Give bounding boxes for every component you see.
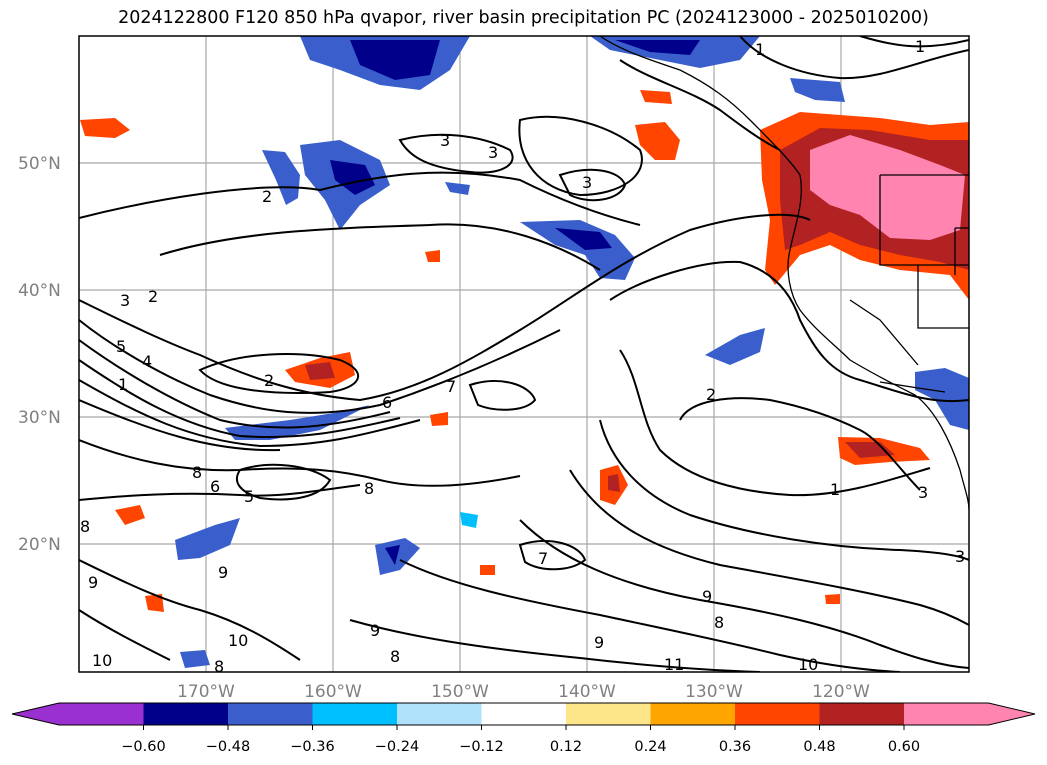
lat-label-20n: 20°N — [18, 535, 61, 555]
colorbar-outline — [11, 702, 1036, 726]
contour-label: 1 — [118, 375, 128, 394]
contour-label: 10 — [798, 655, 818, 674]
colorbar-tick-label: −0.24 — [375, 739, 419, 755]
contour-label: 9 — [702, 587, 712, 606]
contour-label: 8 — [192, 463, 202, 482]
lon-label-160w: 160°W — [304, 682, 362, 702]
longitude-labels: 170°W 160°W 150°W 140°W 130°W 120°W — [177, 682, 870, 702]
positive-precip-shading — [80, 90, 969, 612]
colorbar-segment — [735, 703, 820, 725]
colorbar-extend-min — [12, 703, 59, 725]
contour-label: 3 — [488, 143, 498, 162]
contour-label: 5 — [116, 337, 126, 356]
contour-label: 2 — [706, 385, 716, 404]
contour-label: 10 — [228, 631, 248, 650]
contour-label: 9 — [370, 621, 380, 640]
colorbar-tick-label: −0.60 — [121, 739, 165, 755]
coastlines — [599, 36, 969, 511]
contour-label: 9 — [88, 573, 98, 592]
lon-label-140w: 140°W — [558, 682, 616, 702]
colorbar-extend-max — [988, 703, 1035, 725]
colorbar-tick-label: −0.36 — [290, 739, 334, 755]
contour-label: 3 — [582, 173, 592, 192]
colorbar-tick-label: 0.24 — [634, 739, 666, 755]
contour-label: 11 — [664, 655, 684, 674]
contour-label: 8 — [364, 479, 374, 498]
colorbar-segment — [566, 703, 651, 725]
colorbar-tick-label: −0.12 — [459, 739, 503, 755]
colorbar-segment — [819, 703, 904, 725]
contour-label: 5 — [244, 487, 254, 506]
colorbar-segment — [143, 703, 228, 725]
colorbar-segment — [650, 703, 735, 725]
contour-label: 10 — [92, 651, 112, 670]
contour-label: 6 — [210, 477, 220, 496]
contour-label: 3 — [918, 483, 928, 502]
latitude-labels: 50°N 40°N 30°N 20°N — [18, 154, 61, 555]
lon-label-120w: 120°W — [812, 682, 870, 702]
colorbar-tick-label: 0.60 — [888, 739, 920, 755]
colorbar-segment — [904, 703, 989, 725]
contour-label: 3 — [955, 547, 965, 566]
contour-label: 2 — [262, 187, 272, 206]
contour-label: 7 — [446, 377, 456, 396]
colorbar-segment — [312, 703, 397, 725]
contour-label: 2 — [264, 371, 274, 390]
lat-label-50n: 50°N — [18, 154, 61, 174]
contour-label: 2 — [148, 287, 158, 306]
colorbar-tick-label: 0.48 — [803, 739, 835, 755]
colorbar-segment — [228, 703, 313, 725]
contour-label: 3 — [120, 291, 130, 310]
colorbar-ticks — [143, 725, 905, 730]
contour-label: 8 — [214, 657, 224, 676]
colorbar-segment — [397, 703, 482, 725]
contour-label: 7 — [538, 549, 548, 568]
colorbar-segment — [59, 703, 144, 725]
colorbar-tick-label: 0.36 — [719, 739, 751, 755]
map-title: 2024122800 F120 850 hPa qvapor, river ba… — [118, 8, 929, 28]
contour-label: 8 — [714, 613, 724, 632]
qvapor-contours — [79, 36, 969, 672]
negative-precip-shading — [175, 36, 969, 668]
colorbar-tick-label: 0.12 — [550, 739, 582, 755]
lon-label-150w: 150°W — [431, 682, 489, 702]
map-frame — [78, 35, 970, 673]
contour-label: 1 — [915, 37, 925, 56]
colorbar: −0.60 −0.48 −0.36 −0.24 −0.12 0.12 0.24 … — [11, 702, 1036, 755]
lat-label-40n: 40°N — [18, 281, 61, 301]
contour-label: 8 — [80, 517, 90, 536]
contour-label: 6 — [382, 393, 392, 412]
contour-label: 3 — [440, 131, 450, 150]
colorbar-tick-label: −0.48 — [206, 739, 250, 755]
contour-label: 1 — [830, 480, 840, 499]
colorbar-segment — [481, 703, 566, 725]
lon-label-130w: 130°W — [685, 682, 743, 702]
contour-label: 1 — [755, 40, 765, 59]
contour-label: 4 — [142, 352, 152, 371]
contour-labels: 1 1 3 3 3 2 3 2 5 4 1 2 7 6 8 6 5 8 8 9 … — [80, 37, 965, 676]
map-content: 1 1 3 3 3 2 3 2 5 4 1 2 7 6 8 6 5 8 8 9 … — [79, 36, 969, 676]
lon-label-170w: 170°W — [177, 682, 235, 702]
contour-label: 8 — [390, 647, 400, 666]
contour-label: 9 — [218, 563, 228, 582]
contour-label: 9 — [594, 633, 604, 652]
lat-label-30n: 30°N — [18, 408, 61, 428]
